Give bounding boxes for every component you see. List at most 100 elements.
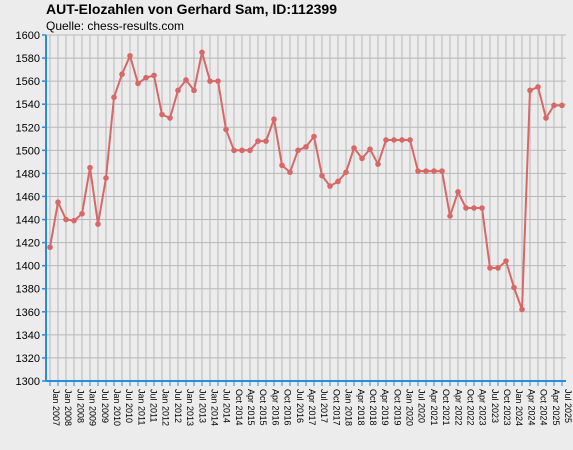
x-tick-label: Oct 2024	[539, 389, 549, 426]
data-point	[367, 146, 373, 152]
x-tick-label: Oct 2014	[234, 389, 244, 426]
x-tick-label: Oct 2021	[441, 389, 451, 426]
y-tick-label: 1500	[16, 145, 40, 157]
data-point	[551, 102, 557, 109]
x-tick-label: Apr 2021	[429, 389, 439, 426]
series-group	[47, 49, 565, 313]
x-tick-label: Apr 2023	[478, 389, 488, 426]
data-point	[71, 217, 77, 224]
data-point	[63, 216, 69, 223]
x-tick-label: Apr 2025	[551, 389, 561, 426]
data-point	[191, 87, 197, 94]
x-tick-label: Jan 2024	[514, 389, 524, 426]
data-point	[503, 258, 509, 264]
x-tick-label: Jan 2011	[136, 389, 146, 425]
y-tick-label: 1540	[16, 99, 40, 111]
data-point	[431, 168, 437, 174]
y-tick-label: 1520	[16, 122, 40, 134]
data-point	[95, 221, 101, 227]
data-point	[239, 147, 245, 154]
data-point	[127, 52, 133, 59]
x-tick-label: Jul 2011	[149, 389, 159, 422]
x-tick-label: Jul 2008	[75, 389, 85, 423]
data-point	[255, 138, 261, 144]
x-tick-label: Jul 2010	[124, 389, 134, 423]
data-point	[175, 87, 181, 94]
x-tick-label: Jul 2014	[222, 389, 232, 423]
data-point	[247, 147, 253, 154]
x-tick-label: Jul 2025	[563, 389, 573, 423]
data-point	[79, 210, 85, 217]
data-point	[279, 162, 285, 169]
data-point	[527, 87, 533, 94]
x-tick-label: Jul 2009	[100, 389, 110, 423]
x-tick-label: Oct 2023	[502, 389, 512, 426]
x-tick-label: Apr 2018	[356, 389, 366, 426]
data-point	[167, 115, 173, 121]
data-point	[319, 172, 325, 179]
data-point	[391, 137, 397, 143]
x-tick-label: Apr 2015	[246, 389, 256, 426]
data-point	[263, 138, 269, 144]
x-tick-label: Jul 2020	[417, 389, 427, 423]
x-tick-label: Jan 2010	[112, 389, 122, 426]
x-tick-label: Jul 2017	[319, 389, 329, 423]
y-tick-label: 1320	[16, 353, 40, 365]
data-point	[439, 168, 445, 174]
x-tick-label: Jan 2007	[51, 389, 61, 426]
y-tick-label: 1360	[16, 307, 40, 319]
data-point	[215, 78, 221, 84]
y-tick-label: 1440	[16, 215, 40, 227]
data-point	[111, 94, 117, 101]
data-point	[231, 147, 237, 154]
data-point	[399, 137, 405, 143]
x-tick-label: Oct 2017	[331, 389, 341, 426]
data-point	[159, 111, 165, 118]
y-tick-label: 1480	[16, 168, 40, 180]
y-tick-label: 1420	[16, 238, 40, 250]
y-axis-ticks: 1300 1320 1340 1360 1380 1400 1420 1440 1460 1480…	[16, 30, 46, 388]
data-point	[295, 147, 301, 154]
data-point	[479, 205, 485, 211]
data-point	[455, 189, 461, 195]
data-point	[223, 126, 229, 133]
data-point	[335, 178, 341, 185]
data-point	[351, 145, 357, 151]
data-point	[55, 199, 61, 206]
y-tick-label: 1600	[16, 30, 40, 42]
y-tick-label: 1460	[16, 191, 40, 203]
x-tick-label: Apr 2024	[526, 389, 536, 426]
data-point	[135, 80, 141, 87]
x-tick-label: Jan 2020	[405, 389, 415, 426]
data-point	[271, 116, 277, 122]
data-point	[311, 133, 317, 140]
data-point	[559, 102, 565, 109]
data-point	[287, 169, 293, 176]
data-point	[415, 168, 421, 174]
x-tick-label: Oct 2022	[465, 389, 475, 426]
data-point	[303, 144, 309, 150]
data-point	[343, 169, 349, 176]
y-tick-label: 1300	[16, 376, 40, 388]
x-tick-label: Oct 2019	[392, 389, 402, 426]
x-tick-label: Jul 2013	[197, 389, 207, 423]
x-tick-label: Oct 2018	[368, 389, 378, 426]
data-point	[87, 164, 93, 171]
data-point	[383, 137, 389, 143]
x-tick-label: Oct 2015	[258, 389, 268, 426]
data-point	[543, 115, 549, 121]
x-tick-label: Apr 2017	[307, 389, 317, 426]
data-point	[447, 213, 453, 219]
data-point	[511, 284, 517, 291]
y-tick-label: 1380	[16, 284, 40, 296]
data-point	[407, 137, 413, 143]
data-point	[207, 78, 213, 84]
data-point	[327, 183, 333, 189]
data-point	[199, 49, 205, 56]
chart-subtitle: Quelle: chess-results.com	[46, 19, 185, 33]
y-tick-label: 1560	[16, 76, 40, 88]
data-point	[359, 155, 365, 162]
x-tick-label: Jan 2012	[161, 389, 171, 426]
data-point	[471, 205, 477, 211]
